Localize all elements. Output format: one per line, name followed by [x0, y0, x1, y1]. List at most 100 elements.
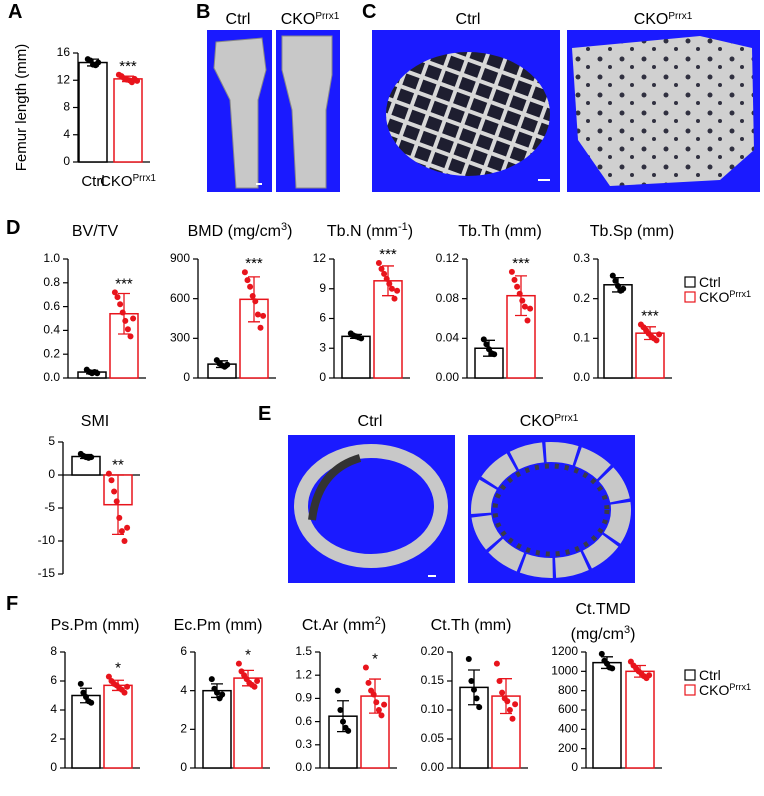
text-part: -1	[398, 221, 408, 233]
name-sup: Prrx1	[133, 173, 156, 184]
data-point	[219, 691, 226, 698]
data-point	[121, 538, 128, 544]
data-point	[127, 333, 134, 340]
image-label: CKOPrrx1	[634, 11, 693, 29]
name: Ctrl	[81, 173, 104, 190]
cortical-bone	[294, 444, 448, 568]
data-point	[105, 470, 112, 477]
significance: ***	[119, 58, 137, 75]
data-point	[118, 528, 125, 535]
data-point	[609, 665, 616, 672]
legend-swatch	[684, 276, 696, 288]
chart-title: Ps.Pm (mm)	[51, 617, 140, 634]
y-tick-label: 5	[48, 434, 55, 448]
data-point	[620, 285, 627, 292]
chart-title: SMI	[81, 413, 109, 430]
y-tick-label: 0.0	[295, 760, 312, 774]
data-point	[337, 707, 344, 713]
text-part: )	[287, 223, 292, 240]
bar	[341, 335, 371, 379]
bar	[113, 78, 143, 163]
image-label: CKOPrrx1	[520, 413, 579, 431]
name-sup: Prrx1	[729, 289, 751, 299]
y-tick-label: -10	[38, 533, 56, 547]
significance: ***	[641, 307, 659, 324]
name-sup: Prrx1	[729, 682, 751, 692]
data-point	[465, 655, 472, 662]
data-point	[504, 698, 511, 705]
y-tick-label: 1.0	[43, 251, 60, 265]
data-point	[471, 686, 477, 693]
chart-title: BV/TV	[72, 223, 119, 240]
data-point	[512, 701, 519, 708]
y-tick-label: 0.20	[421, 644, 445, 658]
data-point	[388, 285, 395, 292]
y-tick-label: 12	[313, 251, 327, 265]
bar	[373, 280, 403, 379]
significance: *	[372, 650, 378, 667]
data-point	[340, 718, 346, 725]
data-point	[386, 280, 393, 287]
bar	[625, 670, 655, 769]
label-sup: Prrx1	[668, 11, 692, 22]
panel-letter: E	[258, 403, 271, 425]
data-point	[514, 283, 521, 290]
y-tick-label: 9	[319, 281, 326, 295]
bone	[213, 37, 267, 189]
significance: ***	[512, 255, 530, 272]
cortical-bone	[471, 442, 631, 578]
data-point	[254, 311, 261, 318]
series-name: Ctrl	[81, 173, 104, 190]
text-part: 3	[281, 221, 287, 233]
text-part: )	[408, 223, 413, 240]
y-tick-label: 0.6	[295, 714, 312, 728]
data-point	[516, 290, 523, 297]
data-point	[345, 727, 352, 734]
data-point	[260, 312, 267, 319]
chart-title: BMD (mg/cm3)	[188, 221, 293, 240]
significance: *	[245, 647, 251, 664]
data-point	[358, 335, 365, 342]
data-point	[95, 59, 102, 66]
data-point	[391, 295, 398, 302]
data-point	[130, 315, 137, 322]
panel-letter: C	[362, 1, 376, 23]
text-part: Tb.N (mm	[327, 223, 398, 240]
y-tick-label: 0.6	[43, 299, 60, 313]
data-point	[476, 704, 483, 711]
y-tick-label: 3	[319, 340, 326, 354]
data-point	[381, 701, 388, 708]
y-tick-label: 6	[180, 644, 187, 658]
error-bar	[112, 474, 124, 536]
y-tick-label: 0.15	[421, 673, 445, 687]
data-point	[519, 297, 526, 304]
y-tick-label: 0	[63, 154, 70, 168]
text-part: 3	[624, 624, 630, 636]
label: Ctrl	[226, 11, 251, 28]
y-tick-label: 0	[183, 370, 190, 384]
data-point	[370, 691, 377, 698]
image-label: CKOPrrx1	[281, 11, 340, 29]
data-point	[116, 514, 123, 521]
y-tick-label: 0	[319, 370, 326, 384]
text-part: Tb.Th (mm)	[458, 223, 542, 240]
panel-letter: F	[6, 593, 18, 615]
significance: ***	[379, 246, 397, 263]
series-name: CKOPrrx1	[699, 289, 751, 305]
bar	[202, 689, 232, 769]
text-part: )	[630, 626, 635, 643]
text-part: )	[381, 617, 386, 634]
y-tick-label: 4	[180, 683, 187, 697]
data-point	[77, 680, 84, 687]
data-point	[251, 683, 258, 690]
data-point	[491, 351, 498, 358]
y-tick-label: 1.5	[295, 644, 312, 658]
data-point	[598, 650, 605, 657]
chart-title: Ct.Th (mm)	[431, 617, 512, 634]
y-tick-label: 900	[170, 251, 190, 265]
data-point	[378, 265, 385, 272]
data-point	[334, 687, 341, 694]
data-point	[121, 689, 128, 696]
name: CKO	[699, 682, 729, 698]
